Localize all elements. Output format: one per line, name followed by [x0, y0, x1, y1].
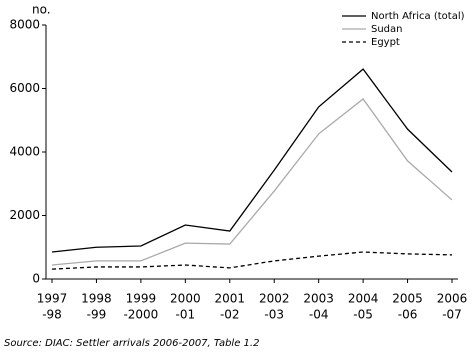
- line-series: [51, 68, 453, 253]
- x-tick-label: 2006: [437, 292, 468, 306]
- x-tick-label: -2000: [123, 308, 158, 322]
- x-tick-label: -06: [398, 308, 418, 322]
- x-tick-label: 2000: [170, 292, 201, 306]
- y-axis-label: no.: [32, 3, 51, 17]
- x-tick-label: -07: [442, 308, 462, 322]
- y-tick-label: 4000: [9, 145, 40, 159]
- x-tick-label: -01: [176, 308, 196, 322]
- source-note: Source: DIAC: Settler arrivals 2006-2007…: [4, 338, 259, 349]
- x-tick-label: -98: [42, 308, 62, 322]
- y-tick-label: 2000: [9, 208, 40, 222]
- x-tick-label: -02: [220, 308, 240, 322]
- x-tick-label: 1999: [126, 292, 157, 306]
- legend-label: North Africa (total): [371, 11, 465, 22]
- y-tick-label: 0: [32, 272, 40, 286]
- line-series: [51, 251, 453, 270]
- x-tick-label: 1997: [37, 292, 68, 306]
- x-tick-label: 2005: [392, 292, 423, 306]
- x-tick-label: -99: [87, 308, 107, 322]
- x-tick-label: 2004: [348, 292, 379, 306]
- y-tick-label: 6000: [9, 81, 40, 95]
- x-tick-label: 2001: [215, 292, 246, 306]
- line-series: [51, 98, 453, 266]
- x-tick-label: 1998: [81, 292, 112, 306]
- x-tick-label: -03: [264, 308, 284, 322]
- x-tick-label: 2002: [259, 292, 290, 306]
- x-tick-label: -05: [353, 308, 373, 322]
- x-tick-label: -04: [309, 308, 329, 322]
- x-tick-label: 2003: [303, 292, 334, 306]
- legend-label: Egypt: [371, 37, 400, 48]
- y-tick-label: 8000: [9, 18, 40, 32]
- legend-label: Sudan: [371, 24, 403, 35]
